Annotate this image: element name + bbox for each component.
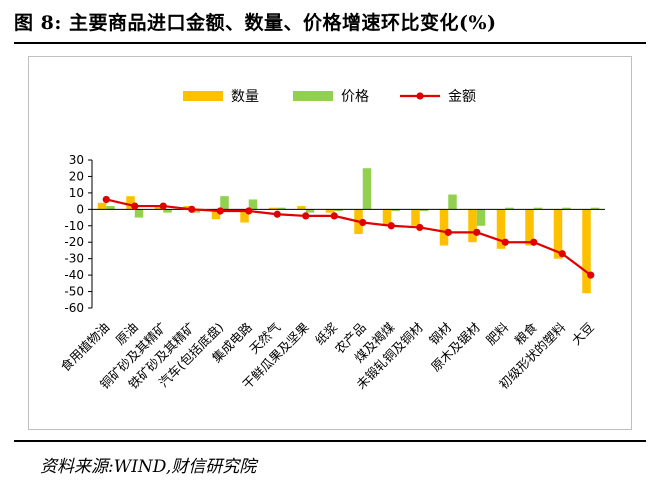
quantity-bar [582,209,591,294]
source-note: 资料来源:WIND,财信研究院 [40,457,257,477]
price-bar [362,168,372,210]
price-bar [163,209,172,213]
quantity-bar [468,209,477,243]
y-axis: 30 20 10 0 -10 -20 -30 -40 -50 -60 [64,153,93,315]
price-bar [448,194,457,210]
price-bar [562,207,571,210]
price-bar [191,209,201,213]
price-bar [106,206,115,210]
category-label: 肥料 [483,319,512,348]
amount-point [473,228,481,236]
amount-point [102,195,110,204]
amount-point [530,238,538,246]
category-label: 大豆 [569,320,597,348]
amount-point [273,210,281,218]
quantity-bar [496,209,506,249]
x-axis-labels: 食用植物油 原油铜矿砂及其精矿铁矿砂及其精矿汽车(包括底盘)集成电路天然气干鲜瓜果… [58,319,597,392]
y-tick-label: -10 [64,219,84,233]
legend: 数量 价格 金额 [183,89,476,105]
price-bar [476,209,486,226]
price-bar [590,207,600,210]
y-tick-label: -50 [64,285,84,299]
quantity-bar [382,209,392,225]
quantity-bar [525,209,534,246]
y-tick-label: -30 [64,252,84,266]
quantity-bar [325,209,335,213]
legend-quantity-label: 数量 [231,89,259,105]
quantity-bar [268,207,278,210]
price-bar [134,209,144,218]
quantity-bar [240,209,249,223]
top-rule [14,42,646,44]
price-bar [305,209,315,213]
price-bar [220,196,229,210]
price-bar [334,209,343,211]
quantity-bar [154,206,164,210]
amount-point [387,222,395,230]
y-tick-label: -20 [64,235,84,249]
amount-point [558,250,566,258]
legend-amount-label: 金额 [448,89,476,105]
chart-frame [28,56,632,430]
y-tick-label: 20 [69,169,84,183]
amount-point [188,205,196,213]
y-tick-label: 10 [69,186,84,200]
quantity-bar [411,209,420,226]
price-bar [391,209,400,211]
legend-price-swatch [293,91,333,101]
price-bar [533,207,543,210]
category-label: 食用植物油 [58,320,113,375]
amount-point [245,207,253,215]
quantity-bar [97,202,107,210]
y-tick-label: -60 [64,301,84,315]
price-bar [505,207,514,210]
amount-point [587,271,595,279]
figure-title: 图 8: 主要商品进口金额、数量、价格增速环比变化(%) [14,12,497,34]
bottom-rule [14,440,646,442]
amount-line-path [106,198,592,276]
amount-point [444,228,452,236]
legend-price-label: 价格 [341,89,369,105]
amount-line [102,195,595,279]
amount-point [216,207,224,215]
y-tick-label: -40 [64,268,84,282]
legend-quantity-swatch [183,91,223,101]
quantity-bar [297,206,306,210]
price-bar [248,199,258,210]
amount-point [359,218,367,227]
amount-point [501,238,509,246]
quantity-bar [126,196,135,210]
amount-point [159,202,167,210]
quantity-bar [439,209,449,246]
quantity-bar [553,209,563,259]
quantity-bar [211,209,221,220]
amount-point [131,202,139,210]
amount-point [416,223,424,232]
amount-point [330,212,338,220]
legend-amount-marker [416,92,424,100]
amount-point [302,212,310,220]
price-bar [419,209,429,211]
bars [92,168,605,294]
y-tick-label: 30 [69,153,84,167]
price-bar [277,207,286,210]
quantity-bar [183,206,192,210]
y-tick-label: 0 [76,202,84,216]
